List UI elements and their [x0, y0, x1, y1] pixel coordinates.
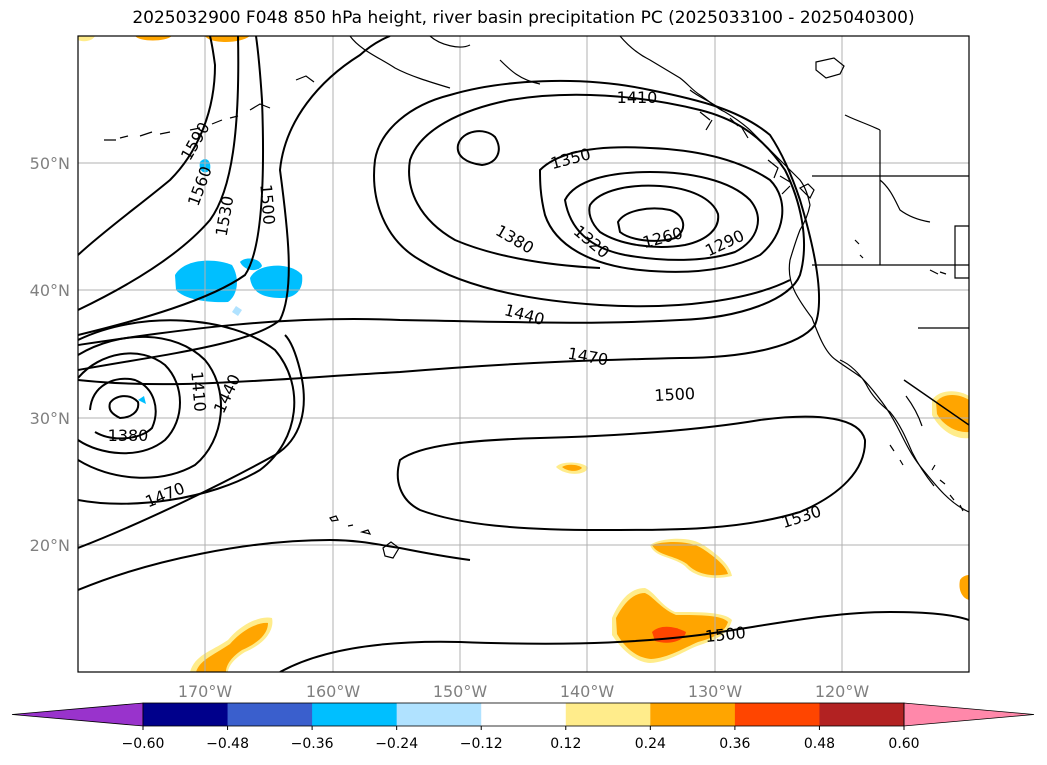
contour-line: [396, 415, 867, 532]
colorbar-segment: [734, 703, 820, 726]
latitude-labels: 50°N 40°N 30°N 20°N: [30, 154, 70, 555]
colorbar-segment: [819, 703, 905, 726]
contour-label: 1410: [617, 88, 658, 107]
colorbar-segment: [227, 703, 313, 726]
contour-line: [78, 352, 181, 455]
map-title: 2025032900 F048 850 hPa height, river ba…: [132, 8, 915, 28]
height-contours: [78, 36, 969, 672]
contour-line: [588, 184, 720, 248]
contour-label: 1380: [108, 426, 149, 445]
colorbar-border: [142, 702, 905, 727]
contour-label: 1500: [704, 623, 746, 646]
colorbar-segment: [650, 703, 736, 726]
contour-line: [78, 335, 222, 479]
precip-shading: [78, 36, 969, 672]
contour-line: [78, 539, 471, 591]
negative-precip-patch: [175, 260, 237, 303]
lon-label: 150°W: [433, 682, 488, 701]
contour-line: [78, 93, 806, 346]
lon-label: 160°W: [306, 682, 361, 701]
colorbar-tick-label: −0.36: [291, 736, 334, 752]
contour-line: [456, 130, 500, 167]
positive-precip-patch: [78, 36, 95, 42]
positive-precip-patch: [196, 622, 268, 672]
colorbar-tick-label: 0.24: [635, 736, 666, 752]
lat-label: 40°N: [30, 281, 70, 300]
contour-line: [279, 610, 969, 672]
contour-line: [78, 36, 240, 311]
lon-label: 120°W: [815, 682, 870, 701]
contour-line: [538, 146, 784, 273]
lat-label: 30°N: [30, 409, 70, 428]
negative-precip-patch: [232, 306, 242, 316]
contour-label: 1410: [187, 370, 209, 412]
coastlines: [104, 36, 969, 559]
positive-precip-patch: [652, 542, 728, 576]
colorbar-tick-label: 0.12: [550, 736, 581, 752]
longitude-labels: 170°W 160°W 150°W 140°W 130°W 120°W: [178, 682, 870, 701]
colorbar: −0.60 −0.48 −0.36 −0.24 −0.12 0.12 0.24 0.36 0.4…: [11, 702, 1035, 752]
contour-line: [78, 334, 305, 549]
colorbar-segment: [143, 703, 229, 726]
contour-line: [616, 207, 685, 242]
colorbar-segment: [481, 703, 567, 726]
colorbar-segment: [312, 703, 398, 726]
colorbar-extend-high: [903, 702, 1035, 727]
colorbar-segment: [565, 703, 651, 726]
contour-line: [78, 36, 217, 256]
contour-line: [78, 36, 391, 371]
positive-precip-patch: [959, 575, 969, 600]
colorbar-tick-label: 0.36: [719, 736, 750, 752]
lon-label: 130°W: [688, 682, 743, 701]
contour-line: [89, 377, 157, 440]
positive-precip-patch: [616, 593, 728, 659]
colorbar-tick-label: −0.12: [460, 736, 503, 752]
contour-line: [108, 395, 140, 420]
contour-line: [78, 36, 265, 336]
gridlines: [78, 36, 969, 672]
negative-precip-patch: [138, 396, 146, 404]
contour-line: [563, 170, 759, 261]
positive-precip-patch: [135, 36, 172, 41]
colorbar-tick-label: −0.48: [206, 736, 249, 752]
colorbar-tick-label: 0.48: [804, 736, 835, 752]
colorbar-tick-label: −0.60: [122, 736, 165, 752]
lon-label: 170°W: [178, 682, 233, 701]
colorbar-tick-label: −0.24: [375, 736, 418, 752]
map-area: [78, 36, 969, 672]
lon-label: 140°W: [560, 682, 615, 701]
colorbar-segment: [396, 703, 482, 726]
contour-label: 1500: [256, 183, 278, 225]
lat-label: 20°N: [30, 536, 70, 555]
colorbar-extend-low: [11, 702, 144, 727]
positive-precip-patch: [562, 464, 582, 471]
contour-line: [78, 319, 296, 505]
colorbar-tick-label: 0.60: [888, 736, 919, 752]
contour-label: 1500: [654, 384, 696, 405]
lat-label: 50°N: [30, 154, 70, 173]
contour-line: [78, 79, 820, 386]
map-frame: [77, 35, 970, 673]
